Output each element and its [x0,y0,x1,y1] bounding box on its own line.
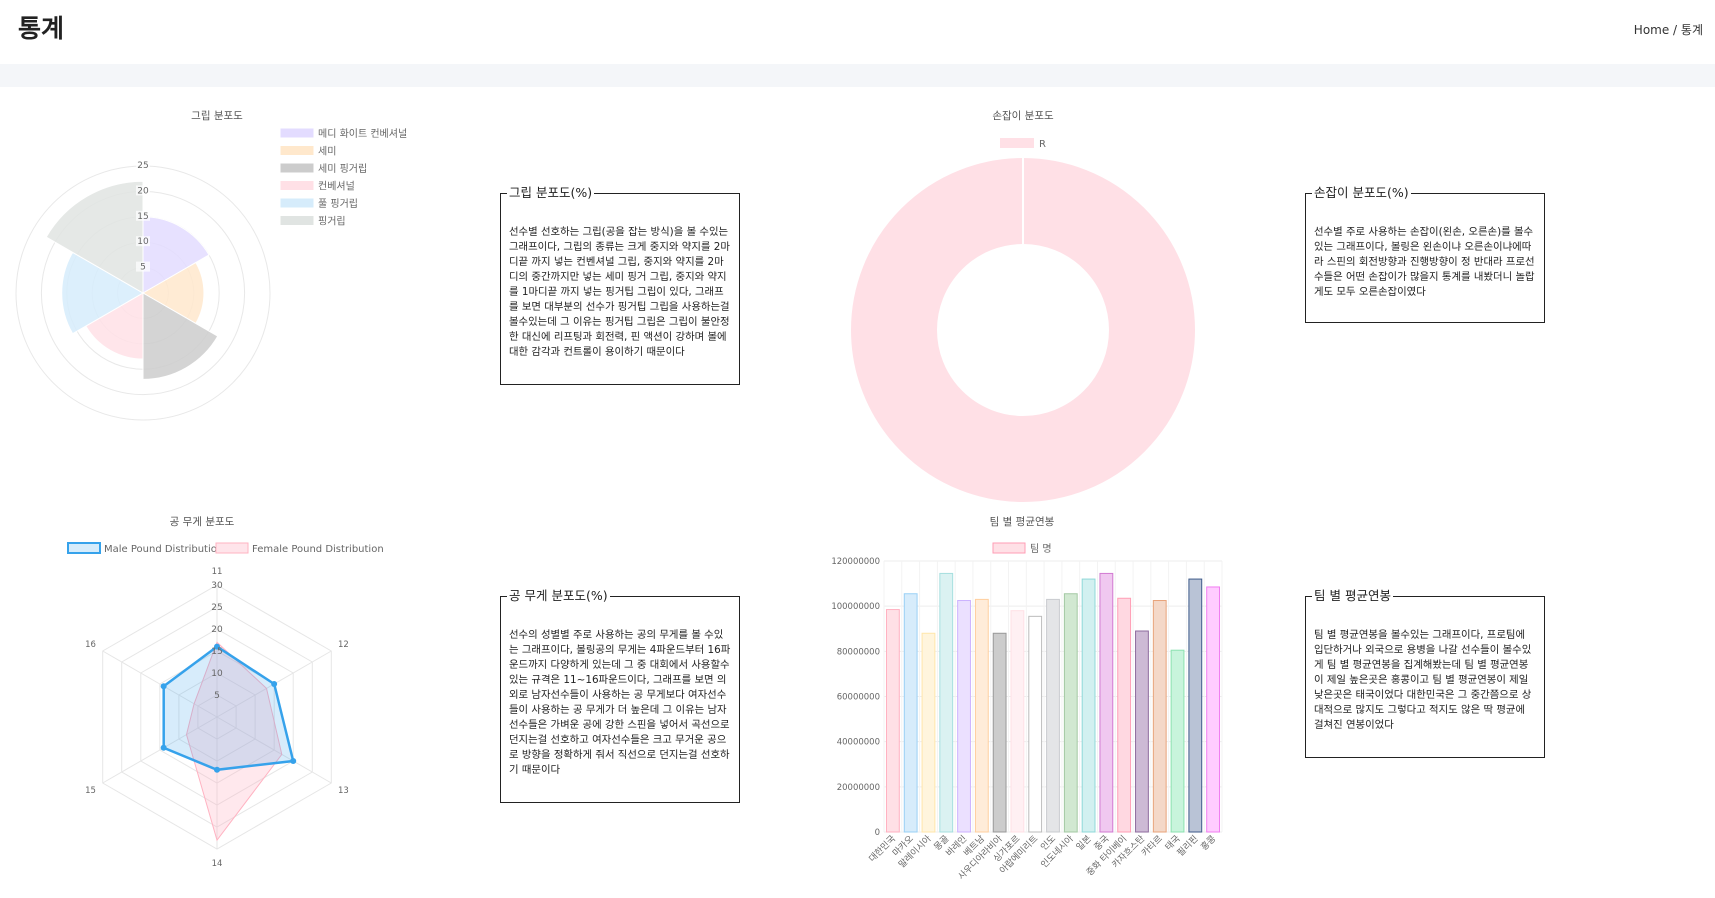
bar [1207,587,1220,832]
bar [1171,650,1184,832]
radar-axis-label: 11 [212,567,223,577]
bar [1136,631,1149,832]
grip-description-text: 선수별 선호하는 그립(공을 잡는 방식)을 볼 수있는 그래프이다, 그립의 … [509,225,731,360]
y-tick-label: 20000000 [837,783,880,793]
bar [1047,599,1060,832]
hand-description-box: 손잡이 분포도(%) 선수별 주로 사용하는 손잡이(왼손, 오른손)를 볼수있… [1305,193,1545,323]
male-series-point [271,681,277,687]
polar-tick-label: 5 [140,263,146,273]
male-series-point [290,758,296,764]
x-tick-label: 필리핀 [1174,833,1200,859]
hand-doughnut-chart[interactable]: 손잡이 분포도 R [820,92,1230,512]
weight-description-title: 공 무게 분포도(%) [507,587,610,605]
radar-tick-label: 30 [211,581,223,591]
salary-description-title: 팀 별 평균연봉 [1312,587,1393,605]
radar-tick-label: 20 [211,625,223,635]
legend-swatch [280,146,314,156]
radar-axis-label: 14 [212,859,223,869]
legend-swatch [280,128,314,138]
x-tick-label: 일본 [1074,833,1093,852]
polar-tick-label: 15 [137,212,148,222]
header-divider-bar [0,64,1715,87]
bar [940,573,953,832]
bar [904,594,917,832]
polar-tick-label: 20 [137,186,149,196]
radar-axis-label: 12 [338,640,349,650]
hand-description-text: 선수별 주로 사용하는 손잡이(왼손, 오른손)를 볼수있는 그래프이다, 볼링… [1314,225,1536,300]
legend-swatch [1000,138,1034,148]
header: 통계 Home / 통계 [0,0,1715,64]
weight-description-text: 선수의 성별별 주로 사용하는 공의 무게를 볼 수있는 그래프이다, 볼링공의… [509,628,731,778]
legend-label: R [1039,139,1046,150]
radar-tick-label: 10 [211,669,223,679]
bar [1153,601,1166,832]
bar [975,599,988,832]
bar [1064,594,1077,832]
salary-description-box: 팀 별 평균연봉 팀 별 평균연봉을 볼수있는 그래프이다, 프로팀에 입단하거… [1305,596,1545,758]
radar-axis-label: 15 [85,786,96,796]
y-tick-label: 60000000 [837,693,880,703]
bar [993,633,1006,832]
male-series-point [161,683,167,689]
polar-tick-label: 10 [137,237,149,247]
radar-axis-label: 16 [85,640,96,650]
legend-label: Male Pound Distribution [104,544,223,555]
legend-label: 컨베셔널 [318,181,355,193]
y-tick-label: 40000000 [837,738,880,748]
bar [1082,579,1095,832]
y-tick-label: 0 [875,828,880,838]
bar [1118,598,1131,832]
y-tick-label: 120000000 [831,557,880,567]
bar [922,633,935,832]
legend-swatch [280,163,314,173]
bar [1029,616,1042,832]
legend-label: 풀 핑거립 [318,197,358,210]
bar [1189,579,1202,832]
breadcrumb[interactable]: Home / 통계 [1634,21,1703,38]
chart-title: 팀 별 평균연봉 [990,516,1055,528]
legend-label: 메디 화이트 컨베셔널 [318,128,407,140]
chart-title: 손잡이 분포도 [992,110,1054,122]
male-series-point [214,767,220,773]
salary-description-text: 팀 별 평균연봉을 볼수있는 그래프이다, 프로팀에 입단하거나 외국으로 용병… [1314,628,1536,733]
grip-description-box: 그립 분포도(%) 선수별 선호하는 그립(공을 잡는 방식)을 볼 수있는 그… [500,193,740,385]
weight-description-box: 공 무게 분포도(%) 선수의 성별별 주로 사용하는 공의 무게를 볼 수있는… [500,596,740,803]
legend-swatch [280,181,314,191]
bar [1100,573,1113,832]
bar [958,601,971,832]
bar [1011,611,1024,832]
page-title: 통계 [18,9,64,45]
y-tick-label: 80000000 [837,647,880,657]
radar-axis-label: 13 [338,786,349,796]
male-series-point [161,745,167,751]
x-tick-label: 홍콩 [1198,833,1218,853]
chart-title: 그립 분포도 [191,109,243,122]
legend-swatch [280,198,314,208]
chart-title: 공 무게 분포도 [170,516,235,528]
male-series-area [164,647,294,770]
legend-label: 세미 핑거립 [318,162,367,175]
weight-radar-chart[interactable]: 공 무게 분포도 Male Pound Distribution Female Po… [50,502,430,898]
legend-swatch [280,216,314,226]
legend-label: 세미 [318,146,336,158]
y-tick-label: 100000000 [831,602,880,612]
bar [886,610,899,832]
x-tick-label: 카타르 [1140,833,1165,858]
legend-swatch [993,543,1025,553]
legend-swatch [68,543,100,553]
polar-tick-label: 25 [137,161,148,171]
legend-swatch [216,543,248,553]
radar-tick-label: 15 [211,647,222,657]
hand-description-title: 손잡이 분포도(%) [1312,184,1411,202]
legend-label: Female Pound Distribution [252,544,384,555]
radar-tick-label: 5 [214,691,220,701]
legend-label: 팀 명 [1030,543,1052,555]
radar-tick-label: 25 [211,603,222,613]
grip-description-title: 그립 분포도(%) [507,184,594,202]
legend-label: 핑거립 [318,215,346,228]
